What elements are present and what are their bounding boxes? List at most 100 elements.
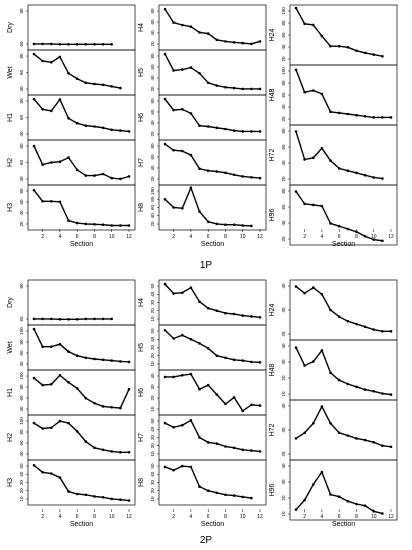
data-point (181, 374, 184, 377)
data-point (189, 419, 193, 422)
panel-2P-H3: H3 10 20 30 40 50 (7, 459, 136, 506)
y-tick-label: 40 (281, 44, 286, 50)
y-tick-label: 40 (281, 403, 286, 409)
data-point (32, 144, 36, 148)
x-tick-label: 8 (93, 234, 96, 240)
x-tick-label: 12 (388, 514, 394, 520)
data-point (119, 129, 122, 132)
panel-2P-Wet: Wet 40 60 80 100 (7, 324, 136, 371)
y-tick-label: 50 (19, 463, 24, 469)
x-tick-label: 10 (371, 514, 377, 520)
series-line (33, 420, 129, 453)
data-point (50, 383, 53, 386)
data-point (93, 317, 96, 321)
data-point (119, 177, 122, 181)
panel-ylabel: H24 (269, 303, 276, 316)
y-tick-label: 50 (150, 283, 155, 289)
panel-1P-H7: H7 20 40 60 80 (138, 139, 267, 186)
data-point (67, 350, 70, 353)
data-point (198, 485, 201, 488)
x-tick-label: 2 (303, 514, 306, 520)
data-point (67, 490, 70, 493)
data-point (381, 116, 384, 119)
x-tick-label: 4 (190, 234, 193, 240)
data-point (250, 87, 253, 91)
data-point (346, 434, 350, 437)
data-point (224, 86, 227, 89)
data-point (101, 172, 105, 176)
data-point (294, 437, 298, 440)
data-point (258, 316, 262, 319)
data-point (172, 337, 175, 340)
data-point (198, 72, 201, 75)
data-point (312, 360, 315, 363)
y-tick-label: 100 (19, 327, 24, 335)
data-point (181, 68, 184, 71)
data-point (127, 130, 131, 133)
data-point (163, 7, 167, 11)
data-point (250, 496, 253, 500)
data-point (303, 202, 306, 206)
x-tick-label: 10 (240, 234, 246, 240)
y-tick-label: 80 (150, 98, 155, 104)
y-tick-label: 30 (150, 480, 155, 486)
data-point (294, 346, 298, 349)
data-point (346, 112, 350, 116)
data-point (224, 40, 227, 43)
panel-1P-H24: H24 20 40 60 80 100 (269, 4, 398, 66)
data-point (355, 502, 358, 506)
data-point (241, 41, 244, 45)
y-tick-label: 60 (19, 41, 24, 47)
data-point (127, 451, 131, 454)
y-tick-label: 80 (281, 20, 286, 26)
data-point (110, 43, 113, 46)
data-point (75, 77, 79, 80)
y-tick-label: 20 (150, 395, 155, 401)
data-point (355, 171, 358, 175)
y-tick-label: 80 (19, 429, 24, 435)
data-point (215, 170, 219, 173)
data-point (75, 168, 79, 172)
y-tick-label: 60 (19, 440, 24, 446)
data-point (355, 385, 358, 389)
panel-ylabel: Wet (7, 341, 14, 353)
data-point (198, 167, 201, 170)
panel-ylabel: H8 (138, 478, 145, 487)
y-tick-label: 20 (281, 56, 286, 62)
data-point (127, 387, 131, 391)
data-point (346, 319, 350, 323)
data-point (232, 223, 236, 226)
data-point (50, 345, 53, 349)
data-point (189, 153, 193, 157)
data-point (206, 347, 210, 350)
series-line (33, 145, 130, 180)
series-line (164, 465, 252, 499)
panel-frame (289, 339, 398, 401)
chart-2p-title: 2P (200, 535, 213, 546)
data-point (312, 422, 315, 425)
panel-ylabel: H48 (269, 88, 276, 101)
series-line (164, 185, 252, 227)
data-point (181, 108, 184, 111)
series-line (33, 374, 130, 409)
data-point (232, 129, 236, 132)
x-tick-label: 12 (257, 234, 263, 240)
data-point (312, 483, 315, 486)
y-tick-label: 30 (150, 345, 155, 351)
data-point (181, 23, 184, 27)
data-point (337, 224, 341, 228)
data-point (181, 423, 184, 427)
data-point (303, 22, 306, 26)
panel-frame (289, 459, 398, 521)
data-point (50, 472, 53, 475)
data-point (84, 124, 88, 127)
panel-ylabel: H48 (269, 363, 276, 376)
data-point (67, 117, 70, 120)
data-point (50, 42, 53, 46)
data-point (198, 300, 201, 304)
data-point (346, 227, 350, 231)
data-point (58, 342, 62, 346)
y-tick-label: 20 (281, 495, 286, 501)
panel-ylabel: H7 (138, 433, 145, 442)
